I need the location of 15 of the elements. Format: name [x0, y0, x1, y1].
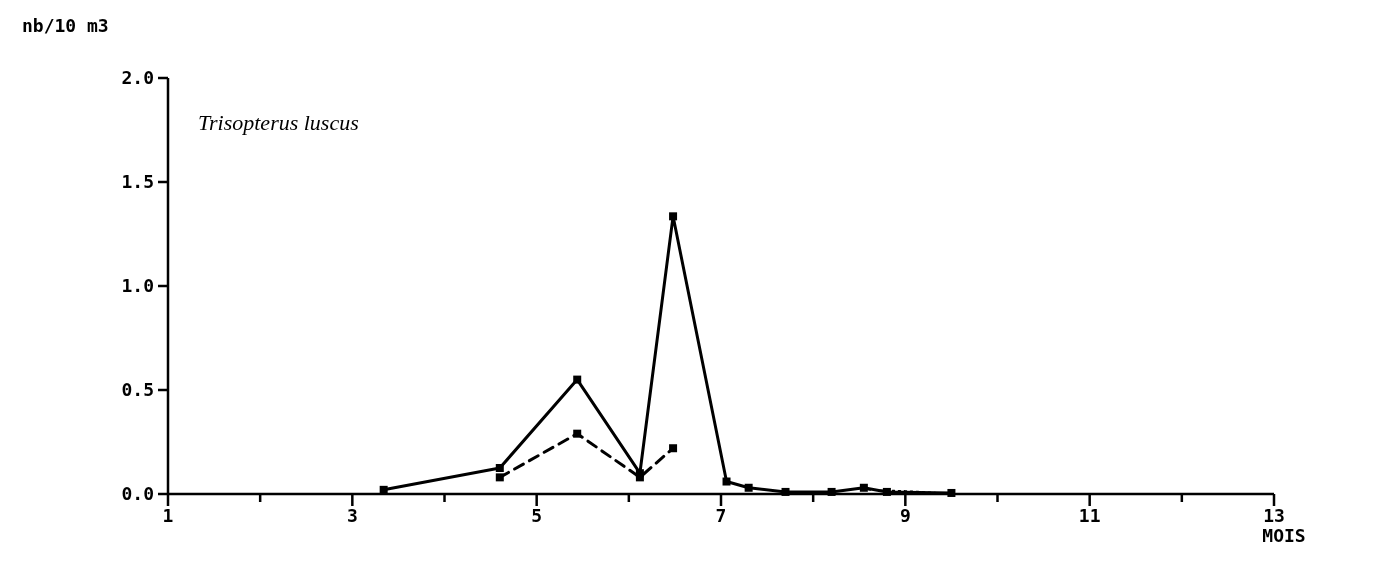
- x-tick-label: 11: [1078, 505, 1101, 526]
- y-axis-title: nb/10 m3: [22, 15, 109, 36]
- x-tick-label: 5: [531, 505, 543, 526]
- x-tick-label: 9: [899, 505, 911, 526]
- x-tick-label: 3: [346, 505, 358, 526]
- x-tick-label: 7: [715, 505, 727, 526]
- x-axis-title: MOIS: [1262, 525, 1306, 546]
- y-tick-label: 1.5: [121, 171, 154, 192]
- annotation: Trisopterus luscus: [198, 110, 359, 135]
- x-tick-label: 13: [1263, 505, 1285, 526]
- y-tick-label: 0.0: [121, 483, 154, 504]
- y-tick-label: 0.5: [121, 379, 154, 400]
- x-tick-label: 1: [162, 505, 174, 526]
- y-tick-label: 2.0: [121, 67, 154, 88]
- y-tick-label: 1.0: [121, 275, 154, 296]
